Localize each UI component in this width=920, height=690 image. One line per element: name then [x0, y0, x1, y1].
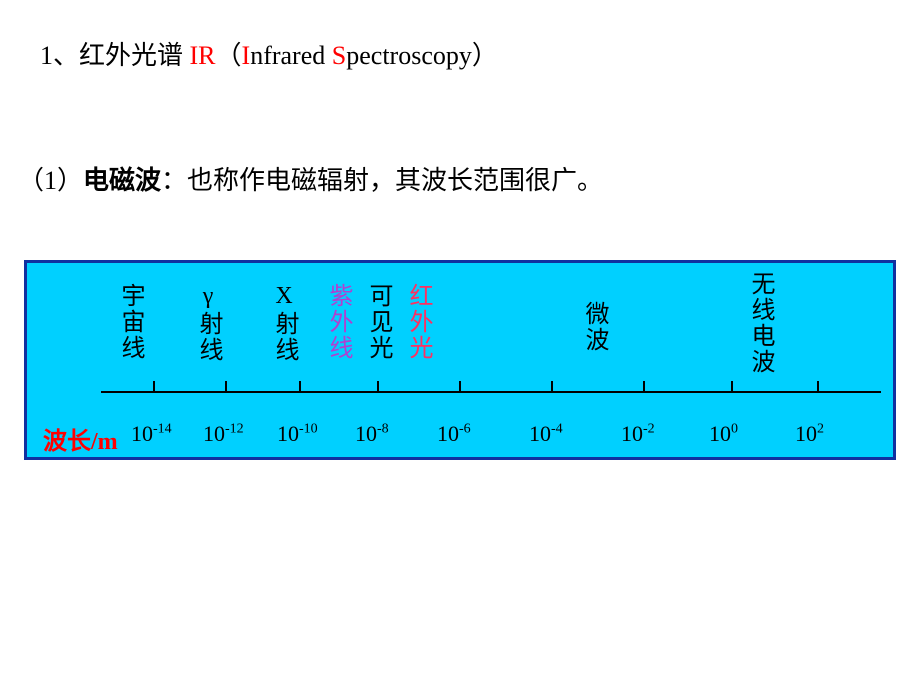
tick-value: 100 [709, 421, 738, 447]
axis-tick [643, 381, 645, 391]
tick-value: 10-6 [437, 421, 471, 447]
axis-tick [153, 381, 155, 391]
axis-tick [299, 381, 301, 391]
tick-value: 102 [795, 421, 824, 447]
title-paren-close: ） [472, 41, 498, 70]
tick-value: 10-4 [529, 421, 563, 447]
axis-tick [225, 381, 227, 391]
spectrum-bands: 宇宙线γ射线X射线紫外线可见光红外光微波无线电波 [27, 279, 893, 389]
axis-tick [377, 381, 379, 391]
title-prefix: 1、红外光谱 [40, 41, 190, 70]
band-label: 无线电波 [743, 271, 778, 375]
band-label: X射线 [267, 283, 302, 363]
title-nfrared: nfrared [250, 41, 332, 70]
axis-tick [459, 381, 461, 391]
tick-value: 10-10 [277, 421, 318, 447]
tick-value: 10-12 [203, 421, 244, 447]
axis-tick [731, 381, 733, 391]
axis-tick [817, 381, 819, 391]
axis-tick [551, 381, 553, 391]
band-label: 紫外线 [321, 283, 356, 361]
subtitle: （1）电磁波：也称作电磁辐射，其波长范围很广。 [18, 160, 603, 197]
title-s: S [332, 41, 346, 70]
band-label: 可见光 [361, 283, 396, 361]
spectrum-diagram: 宇宙线 γ射线 X射线紫外线可见光红外光 微波 无线电波 波长/m 10-14 10-12… [24, 260, 896, 460]
page-title: 1、红外光谱 IR（Infrared Spectroscopy） [40, 35, 498, 72]
title-paren-open: （ [216, 41, 242, 70]
tick-value: 10-8 [355, 421, 389, 447]
title-abbr: IR [190, 41, 216, 70]
band-label: 微波 [577, 301, 612, 353]
axis-line [101, 391, 881, 393]
title-pectroscopy: pectroscopy [346, 41, 472, 70]
subtitle-prefix: （1） [18, 166, 83, 195]
band-label: 红外光 [401, 283, 436, 361]
subtitle-bold: 电磁波 [83, 166, 161, 195]
axis-label: 波长/m [43, 421, 118, 456]
tick-value: 10-2 [621, 421, 655, 447]
band-label: γ射线 [191, 283, 226, 363]
title-i: I [242, 41, 251, 70]
band-label: 宇宙线 [113, 283, 148, 361]
tick-value: 10-14 [131, 421, 172, 447]
subtitle-rest: ：也称作电磁辐射，其波长范围很广。 [161, 166, 603, 195]
